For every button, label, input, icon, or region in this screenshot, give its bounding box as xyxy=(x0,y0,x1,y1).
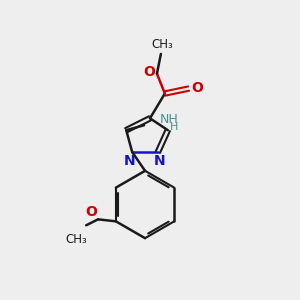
Text: H: H xyxy=(170,122,178,132)
Text: O: O xyxy=(192,81,203,94)
Text: O: O xyxy=(85,206,97,219)
Text: O: O xyxy=(143,65,155,79)
Text: N: N xyxy=(154,154,166,168)
Text: CH₃: CH₃ xyxy=(151,38,173,52)
Text: CH₃: CH₃ xyxy=(65,233,87,246)
Text: N: N xyxy=(123,154,135,168)
Text: NH: NH xyxy=(160,113,179,126)
